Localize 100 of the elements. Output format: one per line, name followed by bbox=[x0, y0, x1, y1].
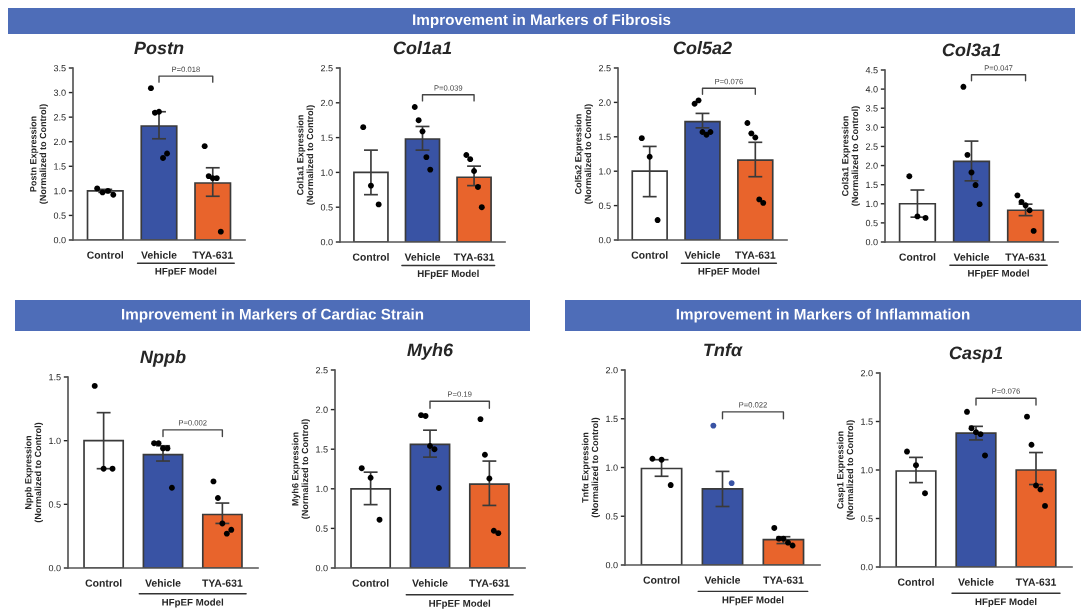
y-tick-label: 0.0 bbox=[315, 564, 328, 572]
y-axis-title: Tnfα Expression (Normalized to Control) bbox=[581, 417, 600, 518]
text: Improvement in Markers of Cardiac Strain bbox=[121, 308, 424, 323]
y-tick-label: 3.0 bbox=[53, 89, 66, 96]
y-tick-label: 0.5 bbox=[320, 204, 333, 211]
x-tick-label: Control bbox=[897, 578, 934, 586]
x-tick-label: TYA-631 bbox=[1015, 578, 1057, 586]
text: HFpEF Model bbox=[975, 598, 1037, 608]
y-tick-label: 0.5 bbox=[865, 219, 878, 227]
x-tick-label: TYA-631 bbox=[202, 579, 243, 587]
x-tick-label: Vehicle bbox=[704, 576, 741, 584]
text: HFpEF Model bbox=[698, 267, 760, 277]
y-tick-label: 1.5 bbox=[606, 415, 618, 423]
y-tick-label: 0.0 bbox=[860, 563, 873, 571]
text: Improvement in Markers of Fibrosis bbox=[413, 13, 671, 29]
bar bbox=[762, 538, 805, 565]
y-tick-label: 2.5 bbox=[315, 366, 328, 374]
x-tick-label: Vehicle bbox=[141, 251, 177, 259]
y-axis-title: Casp1 Expression (Normalized to Control) bbox=[836, 420, 855, 520]
x-tick-label: Control bbox=[85, 579, 122, 587]
y-tick-label: 1.0 bbox=[606, 464, 618, 471]
y-tick-label: 3.5 bbox=[53, 64, 66, 72]
y-tick-label: 0.5 bbox=[53, 212, 66, 219]
y-tick-label: 2.5 bbox=[320, 64, 333, 72]
y-tick-label: 2.0 bbox=[605, 366, 618, 374]
y-tick-label: 0.0 bbox=[320, 238, 333, 246]
chart-title: Col1a1 bbox=[393, 41, 452, 55]
y-tick-label: 0.5 bbox=[860, 515, 873, 522]
x-tick-label: Vehicle bbox=[145, 579, 181, 587]
y-tick-label: 0.0 bbox=[865, 238, 878, 246]
y-tick-label: 1.0 bbox=[316, 485, 328, 493]
y-tick-label: 1.5 bbox=[866, 181, 878, 189]
text: HFpEF Model bbox=[155, 267, 217, 277]
x-tick-label: TYA-631 bbox=[469, 579, 510, 587]
x-tick-label: Vehicle bbox=[953, 253, 990, 261]
y-tick-label: 1.5 bbox=[54, 163, 66, 170]
y-tick-label: 2.0 bbox=[598, 99, 611, 106]
chart-title: Postn bbox=[134, 41, 184, 55]
y-tick-label: 2.0 bbox=[860, 369, 873, 377]
x-tick-label: TYA-631 bbox=[763, 576, 804, 584]
bar bbox=[86, 190, 124, 240]
bar bbox=[142, 453, 184, 568]
y-axis-title: Nppb Expression (Normalized to Control) bbox=[24, 422, 43, 523]
x-tick-label: Control bbox=[352, 579, 389, 587]
chart-title: Col5a2 bbox=[673, 41, 732, 55]
y-axis-title: Col5a2 Expression (Normalized to Control) bbox=[574, 104, 593, 204]
x-tick-label: Control bbox=[899, 253, 936, 261]
y-tick-label: 3.5 bbox=[865, 105, 878, 112]
bar bbox=[640, 467, 683, 565]
y-tick-label: 1.0 bbox=[54, 187, 66, 195]
text: HFpEF Model bbox=[968, 269, 1029, 279]
y-axis-title: Postn Expression (Normalized to Control) bbox=[29, 104, 48, 204]
chart-title: Tnfα bbox=[704, 343, 743, 357]
y-tick-label: 1.0 bbox=[866, 200, 878, 208]
y-tick-label: 0.0 bbox=[48, 564, 61, 572]
x-tick-label: Control bbox=[631, 251, 668, 259]
y-tick-label: 2.0 bbox=[865, 162, 878, 169]
y-axis-title: Col3a1 Expression (Normalized to Control) bbox=[841, 106, 860, 206]
y-tick-label: 0.5 bbox=[315, 525, 328, 532]
y-tick-label: 2.0 bbox=[53, 138, 66, 146]
y-tick-label: 2.5 bbox=[598, 64, 611, 72]
y-tick-label: 2.5 bbox=[865, 143, 878, 150]
x-tick-label: Vehicle bbox=[958, 578, 994, 586]
y-tick-label: 4.5 bbox=[865, 67, 878, 74]
x-tick-label: Vehicle bbox=[404, 253, 441, 261]
y-tick-label: 1.0 bbox=[49, 437, 61, 445]
y-tick-label: 1.0 bbox=[321, 169, 333, 176]
chart-title: Casp1 bbox=[949, 346, 1003, 363]
y-tick-label: 0.5 bbox=[598, 202, 611, 209]
y-tick-label: 2.0 bbox=[315, 406, 328, 413]
y-tick-label: 0.0 bbox=[605, 561, 618, 569]
y-tick-label: 0.5 bbox=[605, 513, 618, 520]
text: HFpEF Model bbox=[722, 596, 784, 606]
x-tick-label: Vehicle bbox=[412, 579, 448, 587]
y-tick-label: 1.0 bbox=[861, 466, 873, 474]
y-tick-label: 1.5 bbox=[861, 418, 873, 425]
y-tick-label: 1.5 bbox=[599, 133, 611, 141]
x-tick-label: TYA-631 bbox=[735, 251, 776, 259]
y-tick-label: 1.5 bbox=[49, 374, 61, 381]
bar bbox=[1006, 209, 1045, 242]
y-tick-label: 1.5 bbox=[321, 134, 333, 141]
y-tick-label: 0.0 bbox=[53, 236, 66, 244]
y-tick-label: 1.0 bbox=[599, 168, 611, 175]
x-tick-label: Control bbox=[87, 251, 124, 259]
x-tick-label: TYA-631 bbox=[453, 253, 495, 261]
x-tick-label: Control bbox=[643, 576, 680, 584]
x-tick-label: Control bbox=[352, 253, 389, 261]
x-tick-label: TYA-631 bbox=[1005, 253, 1046, 261]
text: HFpEF Model bbox=[417, 269, 479, 279]
y-tick-label: 3.0 bbox=[865, 124, 878, 131]
y-tick-label: 0.5 bbox=[48, 501, 61, 508]
x-tick-label: TYA-631 bbox=[192, 251, 233, 259]
x-tick-label: Vehicle bbox=[684, 251, 721, 259]
chart-title: Nppb bbox=[140, 350, 186, 367]
text: HFpEF Model bbox=[429, 599, 491, 609]
y-axis-title: Col1a1 Expression (Normalized to Control) bbox=[296, 105, 315, 205]
y-tick-label: 0.0 bbox=[598, 236, 611, 244]
y-tick-label: 4.0 bbox=[865, 86, 878, 93]
y-tick-label: 1.5 bbox=[316, 446, 328, 453]
chart-title: Col3a1 bbox=[942, 43, 1001, 57]
